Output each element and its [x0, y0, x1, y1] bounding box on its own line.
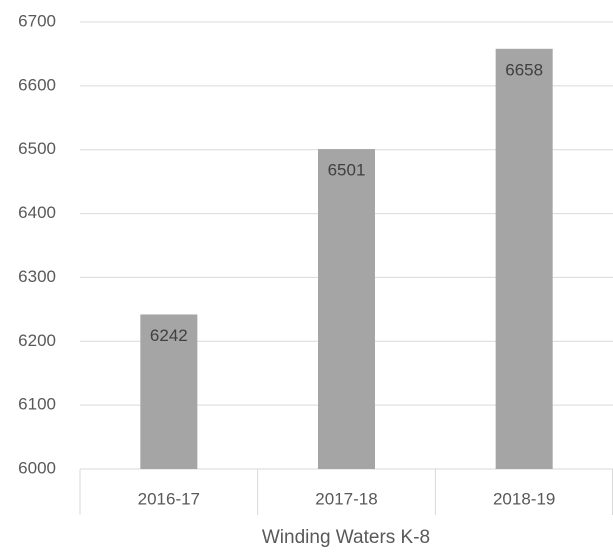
x-axis-title: Winding Waters K-8 — [262, 527, 430, 548]
data-label: 6242 — [150, 326, 188, 345]
y-tick-label: 6100 — [18, 395, 56, 414]
bar — [495, 48, 553, 469]
y-tick-label: 6400 — [18, 203, 56, 222]
bar — [318, 149, 375, 469]
x-tick-label: 2018-19 — [493, 489, 555, 508]
x-tick-label: 2016-17 — [138, 489, 200, 508]
y-tick-label: 6300 — [18, 267, 56, 286]
data-label: 6658 — [505, 60, 543, 79]
y-tick-label: 6200 — [18, 331, 56, 350]
y-tick-label: 6700 — [18, 11, 56, 30]
bar — [140, 314, 198, 469]
y-tick-label: 6600 — [18, 75, 56, 94]
x-tick-label: 2017-18 — [315, 489, 377, 508]
y-tick-label: 6500 — [18, 139, 56, 158]
y-tick-label: 6000 — [18, 458, 56, 477]
data-label: 6501 — [328, 161, 366, 180]
